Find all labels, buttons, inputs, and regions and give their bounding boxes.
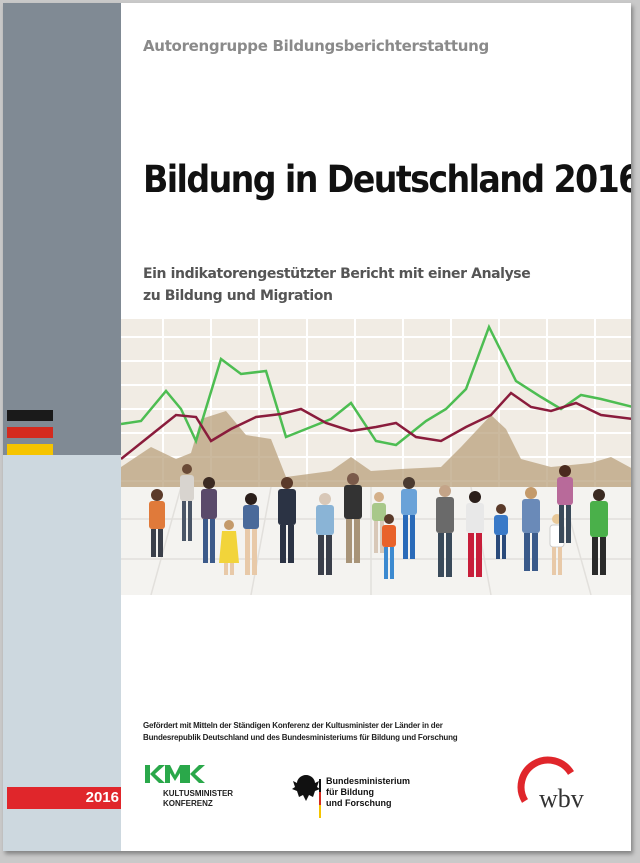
person-1 xyxy=(149,489,165,557)
bmbf-line-2: für Bildung xyxy=(326,787,374,797)
person-10 xyxy=(382,514,396,579)
flag-stripe-black xyxy=(7,410,53,421)
subtitle-line-1: Ein indikatorengestützter Bericht mit ei… xyxy=(143,266,531,282)
report-cover: 2016 Autorengruppe Bildungsberichterstat… xyxy=(3,3,631,851)
report-title: Bildung in Deutschland 2016 xyxy=(143,158,631,201)
wbv-label: wbv xyxy=(539,784,584,813)
subtitle-line-2: zu Bildung und Migration xyxy=(143,288,333,304)
person-7 xyxy=(316,493,334,575)
kmk-logo xyxy=(145,765,205,783)
wbv-logo: wbv xyxy=(517,756,584,813)
kmk-wordmark: KULTUSMINISTER KONFERENZ xyxy=(163,789,233,809)
sidebar-bottom-band xyxy=(3,455,121,851)
person-13 xyxy=(466,491,484,577)
report-subtitle: Ein indikatorengestützter Bericht mit ei… xyxy=(143,263,531,307)
person-11 xyxy=(401,477,417,559)
flag-stripe-red xyxy=(7,427,53,438)
illustration-green-line xyxy=(121,323,631,447)
person-8 xyxy=(344,473,362,563)
person-15 xyxy=(522,487,540,571)
illustration-area-shape xyxy=(121,411,631,487)
funding-line-2: Bundesrepublik Deutschland und des Bunde… xyxy=(143,733,458,742)
person-2 xyxy=(180,464,194,541)
person-3 xyxy=(201,477,217,563)
bmbf-wordmark: Bundesministerium für Bildung und Forsch… xyxy=(326,776,410,809)
funding-line-1: Gefördert mit Mitteln der Ständigen Konf… xyxy=(143,721,443,730)
funding-note: Gefördert mit Mitteln der Ständigen Konf… xyxy=(143,720,458,744)
person-6 xyxy=(278,477,296,563)
bmbf-line-3: und Forschung xyxy=(326,798,392,808)
cover-illustration xyxy=(121,319,631,595)
year-badge-label: 2016 xyxy=(85,789,119,806)
kmk-line-2: KONFERENZ xyxy=(163,799,213,808)
flag-stripe-gold xyxy=(7,444,53,455)
sidebar-top-band xyxy=(3,3,121,455)
person-14 xyxy=(494,504,508,559)
person-5 xyxy=(243,493,259,575)
people-group xyxy=(149,464,608,579)
person-4 xyxy=(219,520,239,575)
person-17 xyxy=(557,465,573,543)
kmk-line-1: KULTUSMINISTER xyxy=(163,789,234,798)
person-12 xyxy=(436,485,454,577)
illustration-maroon-line xyxy=(121,391,631,460)
author-line: Autorengruppe Bildungsberichterstattung xyxy=(143,37,489,55)
eagle-emblem-icon xyxy=(292,775,321,818)
bmbf-line-1: Bundesministerium xyxy=(326,776,411,786)
year-badge xyxy=(7,787,121,809)
person-18 xyxy=(590,489,608,575)
